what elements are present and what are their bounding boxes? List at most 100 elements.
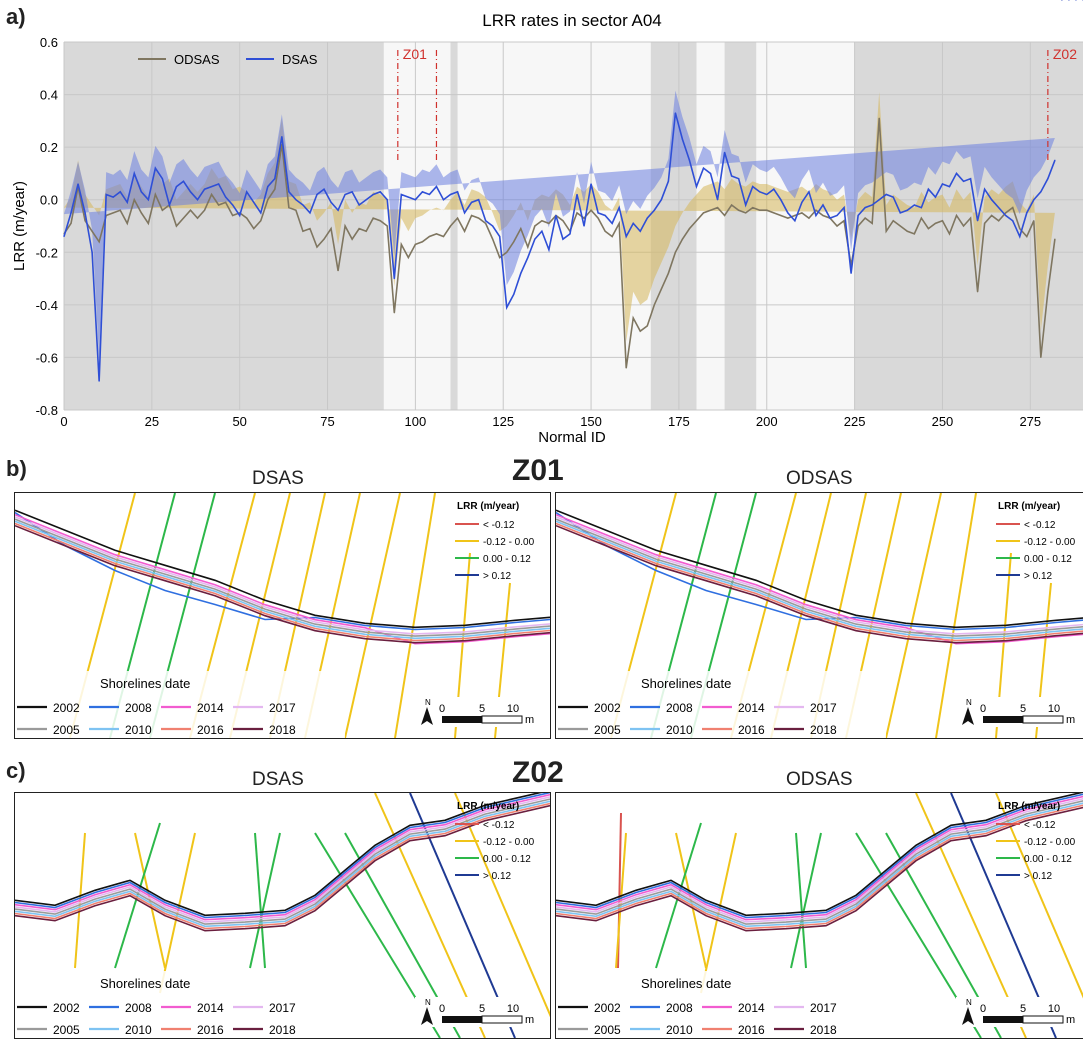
point-odsas: [400, 243, 402, 245]
point-dsas: [372, 193, 374, 196]
chart-title: LRR rates in sector A04: [482, 11, 662, 30]
shoreline-legend-label: 2002: [594, 701, 621, 715]
point-odsas: [140, 212, 142, 214]
point-odsas: [562, 220, 564, 222]
shoreline-legend-label: 2016: [738, 723, 765, 737]
shoreline-2018: [556, 524, 1083, 644]
point-dsas: [857, 214, 859, 217]
scale-unit: m: [525, 714, 534, 726]
shorelines-legend-bg: [15, 971, 345, 1038]
lrr-legend-label: -0.12 - 0.00: [483, 537, 535, 548]
point-dsas: [934, 196, 937, 198]
point-odsas: [998, 220, 1000, 222]
zone-title-z02: Z02: [512, 756, 564, 789]
point-odsas: [892, 220, 894, 222]
point-odsas: [414, 243, 416, 245]
point-dsas: [815, 214, 817, 217]
x-tick-label: 125: [492, 414, 514, 429]
point-odsas: [695, 220, 698, 222]
point-dsas: [239, 214, 241, 217]
shoreline-2010: [556, 520, 1083, 640]
shorelines-legend-title: Shorelines date: [641, 676, 731, 691]
point-dsas: [941, 183, 944, 185]
shoreline-2014: [15, 793, 550, 921]
point-odsas: [260, 220, 262, 222]
lrr-legend-label: > 0.12: [483, 571, 512, 582]
shoreline-legend-label: 2016: [738, 1023, 765, 1037]
map-title-c-left: DSAS: [252, 769, 304, 790]
shoreline-2017: [556, 516, 1083, 635]
point-odsas: [463, 230, 466, 232]
point-dsas: [1026, 212, 1028, 214]
lrr-legend: LRR (m/year) < -0.12 -0.12 - 0.00 0.00 - 0.…: [455, 801, 535, 882]
point-odsas: [456, 217, 459, 219]
point-odsas: [604, 230, 606, 232]
point-dsas: [681, 138, 684, 140]
point-dsas: [829, 217, 831, 219]
point-odsas: [723, 214, 726, 217]
point-odsas: [309, 228, 311, 230]
shoreline-2008: [556, 511, 1083, 631]
point-odsas: [731, 204, 733, 206]
point-odsas: [801, 212, 803, 214]
north-label: N: [966, 698, 972, 707]
point-odsas: [506, 251, 508, 253]
point-dsas: [843, 207, 845, 209]
lrr-legend-label: < -0.12: [483, 520, 515, 531]
scale-tick-0: 0: [439, 703, 445, 715]
point-odsas: [871, 222, 873, 224]
north-label: N: [425, 698, 431, 707]
y-tick-label: 0.4: [40, 88, 58, 103]
point-dsas: [105, 193, 107, 196]
shorelines-legend-title: Shorelines date: [641, 976, 731, 991]
point-dsas: [899, 212, 901, 214]
point-dsas: [850, 272, 852, 274]
shoreline-2002: [556, 509, 1083, 629]
point-odsas: [590, 209, 592, 211]
point-odsas: [583, 217, 585, 219]
point-dsas: [168, 204, 171, 206]
lrr-legend: LRR (m/year) < -0.12 -0.12 - 0.00 0.00 - 0.…: [455, 501, 535, 582]
shoreline-legend-label: 2014: [738, 701, 765, 715]
shoreline-2005: [15, 518, 550, 637]
point-dsas: [288, 191, 290, 193]
line-dsas: [63, 112, 1056, 382]
point-dsas: [499, 235, 501, 238]
point-dsas: [864, 207, 866, 209]
lrr-legend-label: 0.00 - 0.12: [1024, 554, 1072, 565]
point-dsas: [428, 193, 431, 196]
x-tick-label: 200: [756, 414, 778, 429]
point-dsas: [414, 199, 416, 201]
point-odsas: [836, 225, 838, 227]
panel-label-a: a): [6, 4, 26, 29]
point-dsas: [302, 204, 304, 206]
point-dsas: [478, 199, 480, 201]
line-odsas: [63, 118, 1056, 369]
point-dsas: [337, 209, 339, 211]
point-dsas: [70, 212, 72, 214]
point-odsas: [962, 225, 965, 227]
point-odsas: [618, 222, 620, 224]
shoreline-legend-label: 2002: [53, 1001, 80, 1015]
point-dsas: [260, 212, 262, 214]
point-odsas: [246, 217, 248, 219]
point-dsas: [295, 199, 297, 201]
map-title-b-left: DSAS: [252, 468, 304, 489]
shorelines-legend: Shorelines date 2002 2008 2014 2017 2005 2010 2…: [556, 671, 886, 738]
point-dsas: [738, 178, 740, 180]
point-odsas: [442, 235, 445, 238]
point-dsas: [653, 209, 655, 211]
north-arrow-icon: [421, 1007, 433, 1025]
point-dsas: [548, 249, 550, 251]
point-dsas: [435, 185, 438, 188]
lrr-chart: LRR rates in sector A04 LRR (m/year) Nor…: [11, 0, 1083, 446]
point-odsas: [976, 291, 979, 293]
panel-label-b: b): [6, 456, 27, 481]
point-dsas: [709, 172, 712, 175]
point-dsas: [323, 188, 325, 190]
point-dsas: [210, 185, 213, 188]
point-odsas: [295, 209, 297, 211]
point-dsas: [541, 230, 543, 232]
point-odsas: [112, 212, 114, 214]
point-dsas: [759, 191, 761, 193]
